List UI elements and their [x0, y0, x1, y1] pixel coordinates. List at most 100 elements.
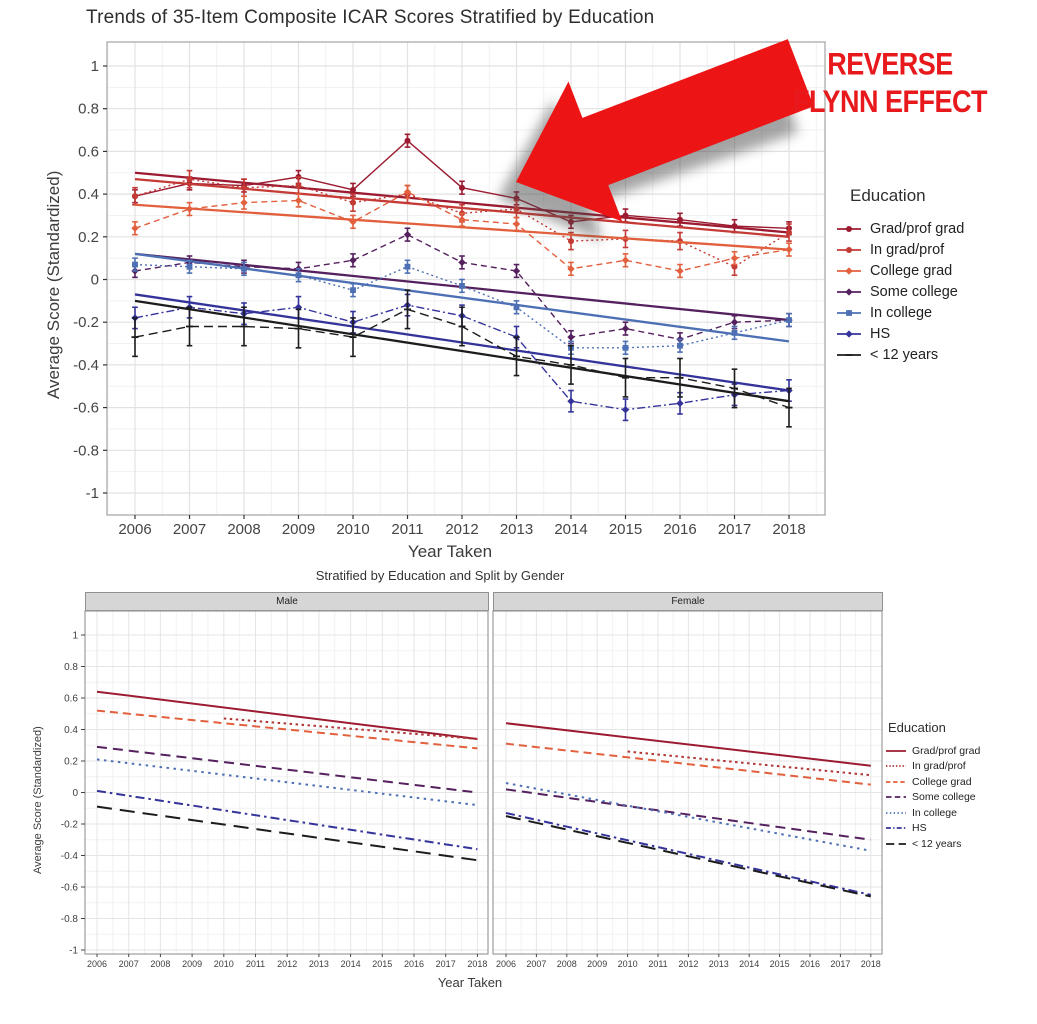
- legend-item-in-grad-prof: In grad/prof: [836, 239, 964, 260]
- svg-text:2011: 2011: [246, 959, 265, 969]
- legend-label: Grad/prof grad: [870, 220, 965, 237]
- svg-text:-0.8: -0.8: [73, 442, 99, 459]
- legend-label: Some college: [870, 283, 958, 300]
- svg-text:2015: 2015: [372, 959, 392, 969]
- legend-label: Some college: [912, 791, 976, 804]
- legend-title: Education: [888, 720, 946, 735]
- svg-text:0: 0: [72, 788, 78, 799]
- legend-key-icon: [837, 287, 861, 296]
- bottom-y-ticks: 1 0.8 0.6 0.4 0.2 0 -0.2 -0.4 -0.6 -0.8 -1: [61, 631, 85, 957]
- svg-text:2008: 2008: [557, 959, 577, 969]
- svg-text:2011: 2011: [648, 959, 667, 969]
- panel-x-ticks: 2006 2007 2008 2009 2010 2011 2012 2013 2014 2015…: [87, 954, 487, 969]
- svg-text:2008: 2008: [150, 959, 170, 969]
- bottom-chart-legend: Education Grad/prof grad In grad/prof Coll…: [886, 720, 980, 852]
- legend-item-in-grad-prof: In grad/prof: [886, 759, 980, 775]
- svg-text:2012: 2012: [277, 959, 297, 969]
- svg-text:2011: 2011: [391, 521, 423, 538]
- legend-item-some-college: Some college: [836, 281, 964, 302]
- legend-key-icon: [837, 309, 861, 316]
- svg-text:2016: 2016: [404, 959, 424, 969]
- svg-text:2006: 2006: [118, 521, 151, 538]
- legend-item-grad-prof-grad: Grad/prof grad: [886, 743, 980, 759]
- svg-text:2009: 2009: [587, 959, 607, 969]
- svg-text:2014: 2014: [554, 521, 587, 538]
- top-x-axis-label: Year Taken: [407, 542, 493, 561]
- legend-key-icon: [886, 842, 906, 845]
- trend-grad-prof-grad: [96, 690, 478, 740]
- svg-text:0.6: 0.6: [78, 143, 99, 160]
- legend-label: < 12 years: [870, 346, 939, 363]
- bottom-y-axis-label: Average Score (Standardized): [32, 726, 44, 874]
- svg-text:0.8: 0.8: [64, 662, 78, 673]
- trend-in-grad-prof: [223, 717, 478, 740]
- legend-label: In college: [870, 304, 933, 321]
- trend-in-college: [96, 758, 478, 807]
- legend-key-icon: [837, 246, 861, 253]
- trend-12-years: [96, 805, 478, 862]
- svg-text:2017: 2017: [830, 959, 850, 969]
- legend-item-in-college: In college: [886, 805, 980, 821]
- legend-label: HS: [912, 822, 927, 835]
- legend-key-icon: [886, 749, 906, 752]
- legend-item-12-years: < 12 years: [836, 344, 964, 365]
- svg-text:2010: 2010: [214, 959, 234, 969]
- svg-text:2006: 2006: [87, 959, 107, 969]
- legend-item-college-grad: College grad: [886, 774, 980, 790]
- legend-item-some-college: Some college: [886, 790, 980, 806]
- svg-text:2012: 2012: [445, 521, 478, 538]
- svg-text:2008: 2008: [227, 521, 260, 538]
- legend-key-icon: [886, 765, 906, 768]
- red-arrow-icon: [498, 39, 814, 242]
- svg-text:-0.4: -0.4: [61, 851, 79, 862]
- svg-text:2010: 2010: [618, 959, 638, 969]
- panel-gridlines: [85, 611, 488, 954]
- reverse-flynn-annotation: REVERSE FLYNN EFFECT: [755, 46, 1025, 123]
- top-chart-legend: Education Grad/prof grad In grad/prof Coll…: [836, 186, 964, 365]
- legend-label: < 12 years: [912, 837, 962, 850]
- svg-text:2012: 2012: [678, 959, 698, 969]
- svg-text:1: 1: [91, 58, 99, 75]
- svg-text:2007: 2007: [173, 521, 206, 538]
- svg-text:2014: 2014: [739, 959, 759, 969]
- legend-item-college-grad: College grad: [836, 260, 964, 281]
- svg-text:2016: 2016: [800, 959, 820, 969]
- arrow-shape: [516, 39, 814, 222]
- trend-in-college: [505, 782, 871, 852]
- annotation-line1: REVERSE: [827, 46, 953, 82]
- legend-label: In college: [912, 806, 957, 819]
- legend-item-in-college: In college: [836, 302, 964, 323]
- legend-title: Education: [850, 186, 926, 205]
- svg-text:-1: -1: [69, 946, 78, 957]
- svg-text:-0.2: -0.2: [73, 314, 99, 331]
- legend-key-icon: [886, 827, 906, 830]
- trend-some-college: [505, 788, 871, 841]
- legend-item-hs: HS: [886, 821, 980, 837]
- svg-text:2017: 2017: [718, 521, 751, 538]
- annotation-line2: FLYNN EFFECT: [792, 83, 988, 120]
- panel-gridlines: [493, 611, 882, 954]
- legend-key-icon: [886, 796, 906, 799]
- trend-hs: [505, 811, 872, 896]
- panel-x-ticks: 2006 2007 2008 2009 2010 2011 2012 2013 2014 2015…: [496, 954, 881, 969]
- svg-text:2015: 2015: [770, 959, 790, 969]
- svg-text:0.4: 0.4: [78, 186, 99, 203]
- legend-key-icon: [886, 780, 906, 783]
- top-chart-title: Trends of 35-Item Composite ICAR Scores …: [86, 7, 655, 28]
- svg-text:2013: 2013: [309, 959, 329, 969]
- top-axis-ticks: 1 0.8 0.6 0.4 0.2 0 -0.2 -0.4 -0.6 -0.8 -1 2006 2007…: [73, 58, 806, 538]
- svg-text:2014: 2014: [341, 959, 361, 969]
- svg-text:1: 1: [72, 631, 78, 642]
- legend-label: HS: [870, 325, 891, 342]
- facet-strip-male: Male: [85, 592, 489, 611]
- svg-text:0.6: 0.6: [64, 694, 78, 705]
- legend-label: In grad/prof: [912, 760, 966, 773]
- svg-text:2013: 2013: [500, 521, 533, 538]
- facet-male-series: [96, 690, 478, 862]
- series-12-years: [131, 289, 793, 428]
- legend-key-icon: [837, 225, 861, 232]
- svg-text:2009: 2009: [182, 959, 202, 969]
- svg-text:2018: 2018: [861, 959, 881, 969]
- facet-strip-female: Female: [493, 592, 883, 611]
- svg-text:0: 0: [91, 272, 99, 289]
